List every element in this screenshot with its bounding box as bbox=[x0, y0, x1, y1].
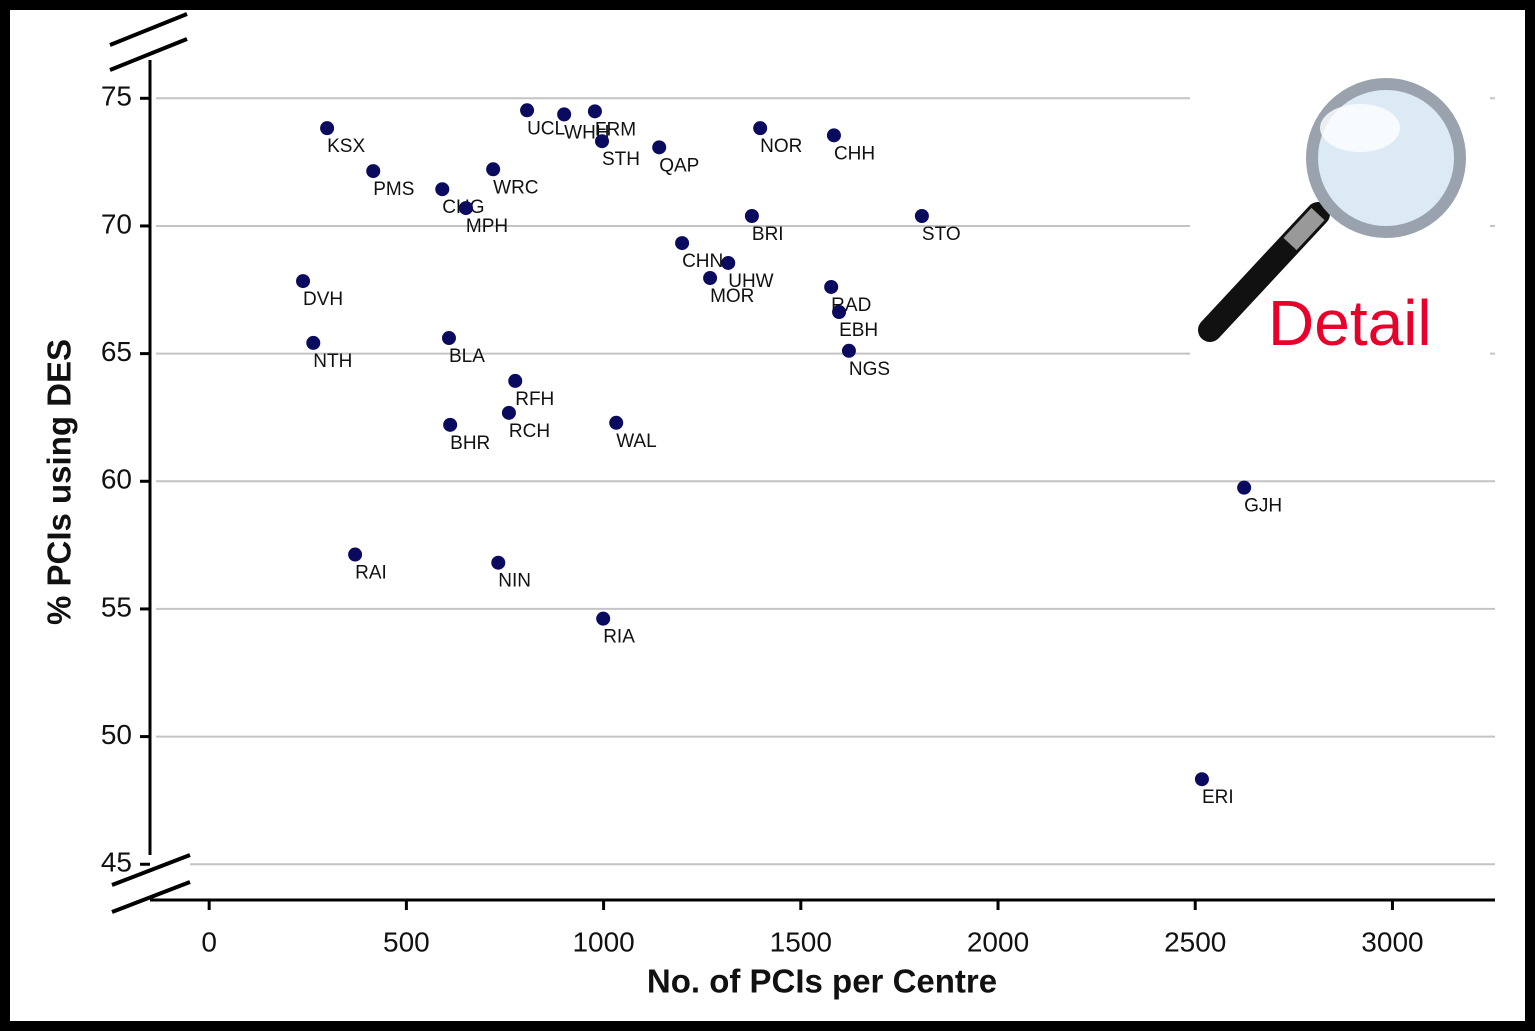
point-label: QAP bbox=[659, 155, 699, 176]
point bbox=[306, 335, 321, 350]
point-label: BHR bbox=[450, 433, 490, 454]
point-label: CHH bbox=[834, 143, 875, 164]
break-mark bbox=[109, 37, 188, 72]
point-label: UCL bbox=[527, 118, 565, 139]
lens-glare bbox=[1320, 104, 1400, 152]
handle-collar bbox=[1283, 207, 1325, 251]
axis-break bbox=[109, 12, 191, 914]
break-mark bbox=[111, 880, 191, 914]
point bbox=[596, 611, 611, 626]
point-label: STO bbox=[922, 224, 961, 245]
lens bbox=[1306, 78, 1466, 238]
x-tick-label: 500 bbox=[383, 926, 430, 957]
point bbox=[595, 134, 610, 149]
point bbox=[675, 236, 690, 251]
x-tick-label: 3000 bbox=[1361, 926, 1423, 957]
point-label: MOR bbox=[710, 286, 754, 307]
x-tick-label: 1500 bbox=[770, 926, 832, 957]
point bbox=[832, 305, 847, 319]
point-label: RFH bbox=[515, 389, 554, 410]
point bbox=[721, 255, 736, 270]
point-label: PMS bbox=[373, 179, 414, 200]
y-tick-label: 60 bbox=[101, 464, 132, 495]
point bbox=[652, 140, 667, 155]
point bbox=[587, 104, 602, 119]
point-label: DVH bbox=[303, 289, 343, 310]
point bbox=[520, 103, 535, 118]
point-label: CHN bbox=[682, 251, 723, 272]
x-tick-label: 0 bbox=[201, 926, 217, 957]
point-label: NGS bbox=[849, 359, 890, 380]
point-label: ERI bbox=[1202, 787, 1234, 808]
point-label: KSX bbox=[327, 136, 365, 157]
point-label: NIN bbox=[498, 571, 531, 592]
point-label: MPH bbox=[466, 216, 508, 237]
y-tick-label: 75 bbox=[101, 81, 132, 112]
point-label: NTH bbox=[313, 351, 352, 372]
point-label: STH bbox=[602, 149, 640, 170]
point-label: BRI bbox=[752, 224, 784, 245]
point bbox=[435, 182, 450, 197]
point bbox=[609, 415, 624, 430]
point bbox=[501, 405, 516, 420]
point bbox=[320, 121, 335, 136]
break-mark bbox=[111, 853, 191, 887]
point bbox=[296, 274, 311, 289]
point-label: WAL bbox=[616, 431, 656, 452]
point-label: RIA bbox=[603, 627, 635, 648]
magnifier-icon bbox=[1190, 60, 1490, 355]
point bbox=[366, 164, 381, 179]
point bbox=[458, 201, 473, 216]
point-label: BLA bbox=[449, 346, 485, 367]
point-label: NOR bbox=[760, 136, 802, 157]
point bbox=[348, 547, 363, 562]
point-label: RAI bbox=[355, 563, 387, 584]
x-axis-title: No. of PCIs per Centre bbox=[647, 963, 997, 1000]
point bbox=[744, 209, 759, 223]
point-label: WRC bbox=[493, 177, 538, 198]
annotation: Detail bbox=[1268, 287, 1432, 359]
point bbox=[914, 209, 929, 223]
point bbox=[1237, 480, 1252, 495]
y-tick-label: 55 bbox=[101, 591, 132, 622]
y-tick-label: 65 bbox=[101, 336, 132, 367]
point bbox=[824, 279, 839, 294]
point bbox=[703, 271, 718, 286]
y-axis-title: % PCIs using DES bbox=[41, 339, 78, 625]
y-tick-label: 70 bbox=[101, 208, 132, 239]
break-mark bbox=[109, 12, 188, 47]
point-label: GJH bbox=[1244, 496, 1282, 517]
point bbox=[557, 107, 572, 122]
x-tick-label: 2000 bbox=[967, 926, 1029, 957]
point bbox=[826, 128, 841, 143]
point-label: RCH bbox=[509, 421, 550, 442]
y-tick-label: 50 bbox=[101, 719, 132, 750]
y-tick-label: 45 bbox=[101, 847, 132, 878]
point bbox=[486, 162, 501, 177]
x-tick-label: 1000 bbox=[572, 926, 634, 957]
point bbox=[841, 343, 856, 358]
x-tick-label: 2500 bbox=[1164, 926, 1226, 957]
point-label: UHW bbox=[728, 271, 773, 292]
point-label: EBH bbox=[839, 320, 878, 341]
point bbox=[1194, 772, 1209, 787]
point bbox=[753, 121, 768, 136]
point bbox=[491, 555, 506, 570]
point bbox=[441, 331, 456, 346]
point bbox=[508, 373, 523, 388]
point bbox=[443, 417, 458, 432]
